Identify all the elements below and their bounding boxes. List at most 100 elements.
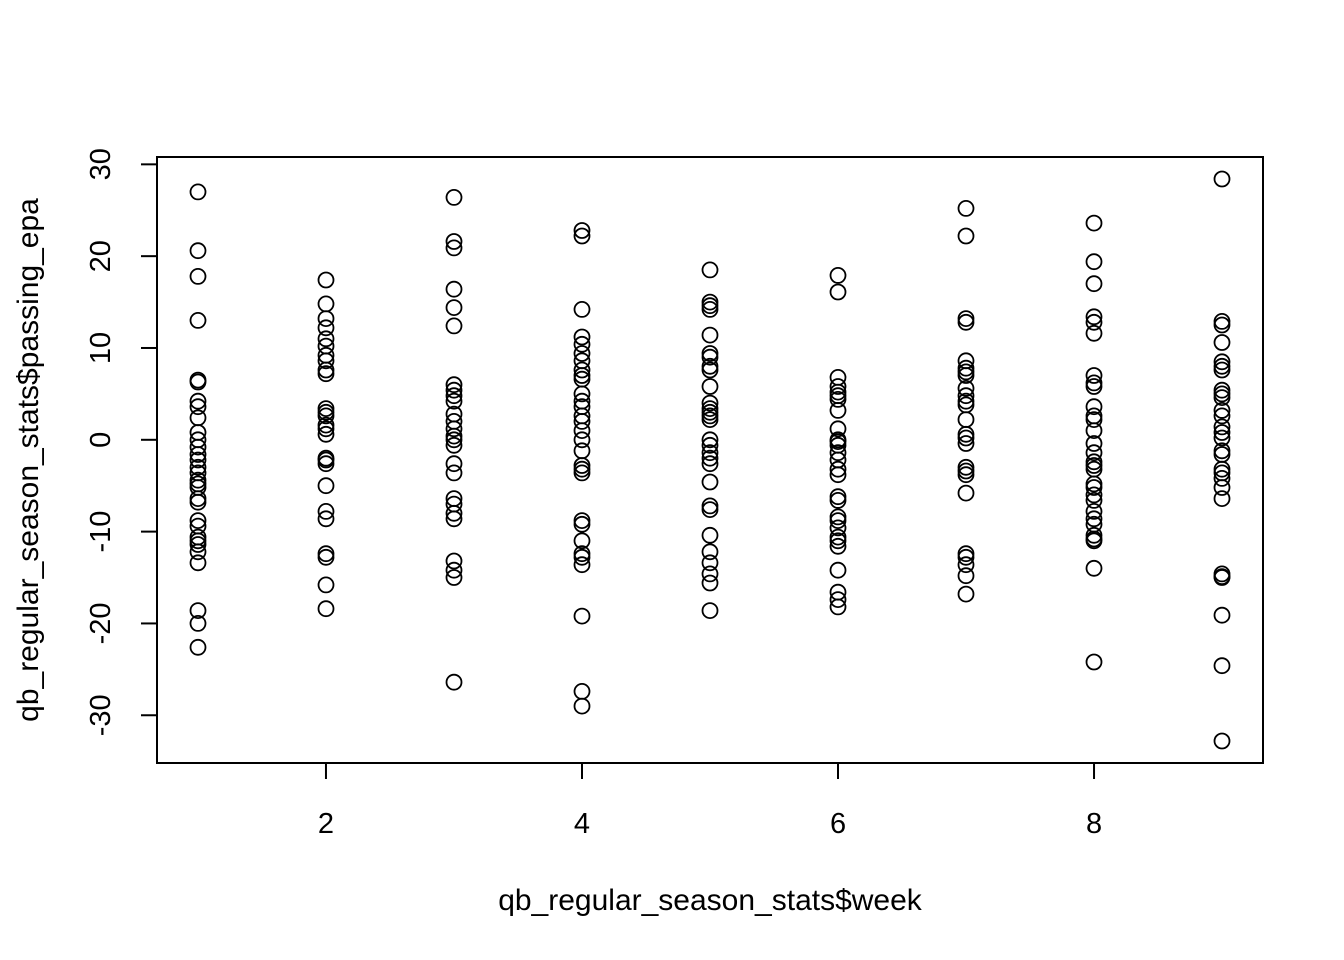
- data-point: [445, 317, 463, 335]
- data-point: [1213, 490, 1231, 508]
- data-point: [445, 561, 463, 579]
- x-tick-label: 4: [574, 808, 590, 840]
- data-point: [701, 602, 719, 619]
- data-point: [1213, 407, 1231, 425]
- data-point: [701, 526, 719, 544]
- data-point: [317, 576, 335, 594]
- data-point: [1085, 559, 1103, 577]
- data-point: [957, 429, 975, 447]
- data-point: [829, 598, 847, 616]
- data-point: [701, 497, 719, 515]
- data-point: [829, 390, 847, 408]
- data-point: [701, 554, 719, 572]
- data-point: [189, 392, 207, 410]
- data-point: [573, 227, 591, 245]
- data-point: [1085, 491, 1103, 509]
- data-point: [701, 455, 719, 473]
- x-axis: 2 4 6 8: [318, 763, 1102, 840]
- data-point: [189, 373, 207, 391]
- data-point: [317, 407, 335, 425]
- data-point: [1213, 361, 1231, 379]
- data-point: [1213, 353, 1231, 371]
- data-point: [701, 565, 719, 583]
- data-point: [1085, 435, 1103, 452]
- data-point: [189, 536, 207, 553]
- data-point: [701, 394, 719, 412]
- data-point: [1085, 367, 1103, 384]
- data-point: [445, 387, 463, 405]
- data-point: [317, 600, 335, 618]
- data-point: [957, 411, 975, 429]
- data-point: [957, 199, 975, 217]
- data-point: [701, 449, 719, 467]
- data-point: [829, 488, 847, 506]
- data-point: [189, 475, 207, 493]
- data-point: [445, 569, 463, 586]
- data-point: [1085, 398, 1103, 416]
- data-point: [701, 300, 719, 318]
- data-point: [701, 297, 719, 315]
- data-point: [445, 504, 463, 522]
- data-point: [1213, 170, 1231, 188]
- data-point: [189, 438, 207, 456]
- data-point: [573, 385, 591, 403]
- data-point: [1213, 385, 1231, 403]
- data-point: [573, 460, 591, 478]
- data-point: [189, 512, 207, 529]
- data-point: [445, 381, 463, 399]
- plot-frame: [156, 156, 1264, 764]
- data-point: [829, 401, 847, 419]
- data-point: [317, 455, 335, 473]
- data-point: [957, 548, 975, 566]
- data-point: [445, 239, 463, 257]
- data-point: [1213, 316, 1231, 334]
- data-point: [1213, 418, 1231, 436]
- data-point: [1085, 502, 1103, 520]
- data-point: [189, 493, 207, 511]
- x-tick-label: 2: [318, 808, 334, 840]
- data-point: [573, 548, 591, 566]
- data-point: [573, 607, 591, 625]
- data-point: [701, 326, 719, 344]
- data-point: [317, 330, 335, 348]
- data-point: [829, 537, 847, 555]
- data-point: [957, 227, 975, 245]
- data-point: [1085, 308, 1103, 326]
- data-point: [957, 484, 975, 502]
- data-point: [1213, 469, 1231, 487]
- data-point: [1085, 510, 1103, 528]
- data-point: [957, 435, 975, 452]
- data-point: [573, 532, 591, 550]
- data-point: [573, 442, 591, 460]
- data-point: [189, 451, 207, 469]
- y-tick-label: 20: [85, 240, 117, 272]
- data-point: [829, 528, 847, 546]
- data-point: [189, 490, 207, 508]
- y-tick-label: -30: [85, 694, 117, 736]
- data-point: [573, 431, 591, 449]
- data-point: [957, 396, 975, 414]
- data-point: [317, 352, 335, 370]
- data-point: [573, 222, 591, 239]
- data-point: [573, 328, 591, 346]
- data-point: [317, 548, 335, 566]
- data-point: [189, 554, 207, 572]
- y-axis: -30 -20 -10 0 10 20 30: [85, 148, 157, 736]
- data-point: [189, 602, 207, 619]
- data-point: [1213, 429, 1231, 447]
- data-point: [829, 420, 847, 438]
- data-point: [1085, 444, 1103, 462]
- y-tick-label: 10: [85, 332, 117, 364]
- data-point: [957, 462, 975, 480]
- data-point: [445, 552, 463, 570]
- data-point: [957, 585, 975, 603]
- data-point: [957, 363, 975, 381]
- data-point: [829, 519, 847, 537]
- data-point: [701, 574, 719, 592]
- data-point: [445, 392, 463, 410]
- data-point: [701, 348, 719, 366]
- data-point: [829, 283, 847, 301]
- x-tick-label: 8: [1086, 808, 1102, 840]
- data-point: [1085, 275, 1103, 293]
